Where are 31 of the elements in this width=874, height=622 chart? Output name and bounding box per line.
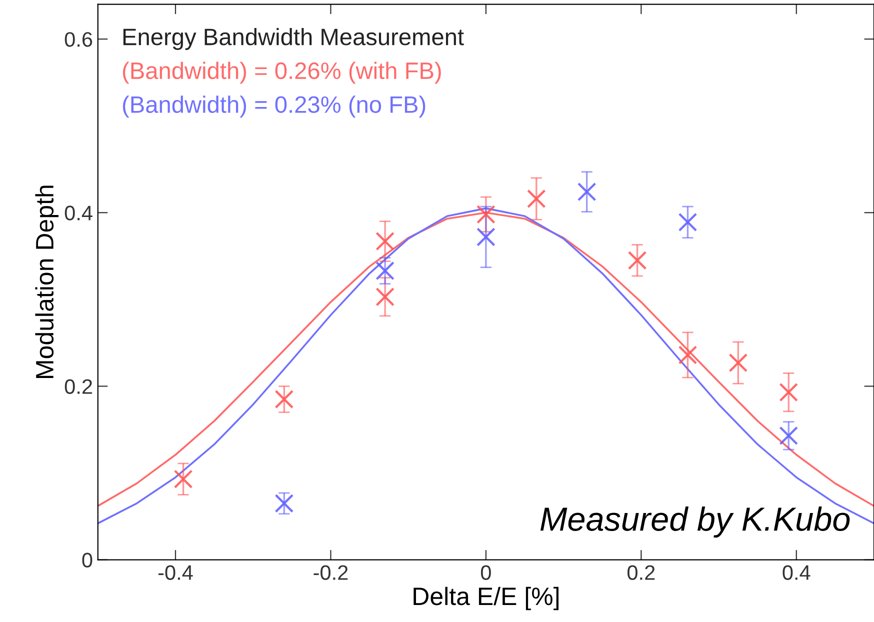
point bbox=[476, 228, 496, 246]
annotation: Measured by K.Kubo bbox=[540, 506, 850, 538]
x-tick-label: -0.4 bbox=[158, 565, 193, 580]
point bbox=[728, 353, 748, 372]
y-axis-title: Modulation Depth bbox=[35, 186, 59, 378]
point bbox=[274, 390, 294, 409]
point bbox=[376, 261, 394, 280]
y-tick-label: 0 bbox=[82, 552, 92, 568]
point bbox=[476, 204, 496, 224]
point bbox=[577, 182, 596, 202]
point bbox=[526, 189, 546, 208]
point bbox=[678, 346, 698, 364]
x-tick-label: 0 bbox=[480, 565, 491, 580]
x-tick-label: -0.2 bbox=[314, 565, 348, 580]
x-tick-label: 0.4 bbox=[782, 565, 810, 580]
point bbox=[678, 212, 698, 232]
y-tick-label: 0.6 bbox=[64, 32, 92, 47]
point bbox=[376, 287, 394, 306]
point bbox=[628, 250, 647, 270]
point bbox=[174, 470, 193, 489]
point bbox=[376, 232, 394, 251]
text: (Bandwidth) = 0.26% (with FB) bbox=[122, 62, 441, 84]
point bbox=[779, 426, 798, 446]
x-axis-title: Delta E/E [%] bbox=[414, 586, 558, 610]
legend-title: Energy Bandwidth Measurement bbox=[123, 28, 464, 50]
y-tick-label: 0.4 bbox=[64, 206, 92, 220]
text: (Bandwidth) = 0.23% (no FB) bbox=[122, 96, 426, 118]
point bbox=[779, 382, 798, 402]
x-tick-label: 0.2 bbox=[628, 565, 655, 580]
point bbox=[274, 494, 294, 513]
y-tick-label: 0.2 bbox=[64, 379, 92, 394]
